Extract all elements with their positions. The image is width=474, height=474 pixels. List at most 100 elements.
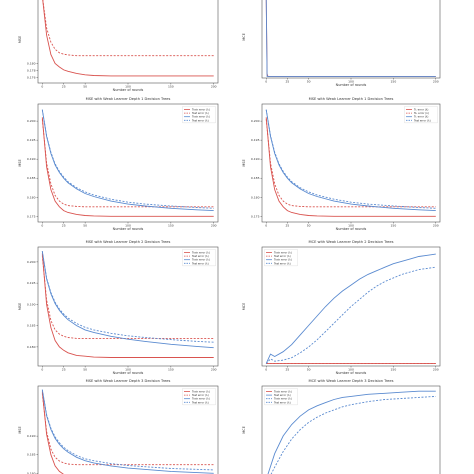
legend-entry: Tr. error (λ) bbox=[414, 108, 428, 112]
y-tick-label: 0.176 bbox=[27, 76, 36, 80]
series-line-2 bbox=[41, 255, 214, 339]
series-line-4 bbox=[41, 109, 214, 209]
x-axis-label: Number of rounds bbox=[113, 88, 144, 92]
x-tick-label: 50 bbox=[307, 80, 311, 84]
x-tick-label: 0 bbox=[41, 224, 43, 228]
y-tick-label: 0.178 bbox=[27, 69, 36, 73]
series-line-4 bbox=[265, 266, 436, 364]
chart-panel-2: Number of rounds MCE 0 25 50 100 150 200 bbox=[242, 0, 441, 87]
chart-panel-7: MSE with Weak Learner Depth 3 Decision T… bbox=[18, 379, 219, 474]
y-axis-label: MSE bbox=[18, 159, 22, 166]
y-tick-label: 0.180 bbox=[27, 61, 36, 65]
x-tick-label: 25 bbox=[286, 224, 290, 228]
x-tick-label: 50 bbox=[307, 368, 311, 372]
legend-entry: Train error (λ) bbox=[192, 251, 210, 255]
legend-entry: Test error (λ) bbox=[192, 111, 209, 115]
legend-entry: Train error (λ) bbox=[192, 115, 210, 119]
x-axis-label: Number of rounds bbox=[336, 83, 367, 87]
x-tick-label: 200 bbox=[433, 368, 439, 372]
plot-frame bbox=[37, 385, 219, 474]
x-tick-label: 200 bbox=[211, 85, 217, 89]
chart-panel-8: MCE with Weak Learner Depth 3 Decision T… bbox=[242, 379, 441, 474]
legend-entry: Test error (λ) bbox=[274, 261, 291, 265]
x-axis-label: Number of rounds bbox=[113, 371, 144, 375]
series-line-2 bbox=[267, 390, 436, 474]
x-tick-label: 0 bbox=[265, 224, 267, 228]
y-axis-label: MSE bbox=[242, 159, 246, 166]
y-axis-label: MCE bbox=[242, 426, 246, 433]
legend-entry: Train error (λ) bbox=[192, 397, 210, 401]
series-line-3 bbox=[265, 253, 436, 364]
legend-entry: Ts. error (λ) bbox=[414, 111, 429, 115]
x-tick-label: 200 bbox=[433, 80, 439, 84]
y-tick-label: 0.190 bbox=[27, 302, 36, 306]
y-tick-label: 0.180 bbox=[27, 195, 36, 199]
legend-box bbox=[264, 249, 298, 267]
chart-panel-5: MSE with Weak Learner Depth 2 Decision T… bbox=[18, 240, 219, 375]
y-axis-label: MSE bbox=[18, 303, 22, 310]
legend-entry: Train error (λ) bbox=[192, 258, 210, 262]
chart-title: MCE with Weak Learner Depth 2 Decision T… bbox=[309, 240, 394, 244]
legend-entry: Test error (λ) bbox=[274, 400, 291, 404]
y-tick-label: 0.185 bbox=[251, 176, 260, 180]
chart-panel-4: MSE with Weak Learner Depth 1 Decision T… bbox=[242, 97, 441, 231]
series-line-2 bbox=[41, 393, 214, 466]
series-line-1 bbox=[42, 0, 214, 77]
x-tick-label: 50 bbox=[83, 85, 87, 89]
x-tick-label: 50 bbox=[83, 368, 87, 372]
x-tick-label: 100 bbox=[348, 368, 354, 372]
x-tick-label: 150 bbox=[391, 368, 397, 372]
x-tick-label: 200 bbox=[211, 224, 217, 228]
chart-panel-6: MCE with Weak Learner Depth 2 Decision T… bbox=[242, 240, 441, 375]
x-tick-label: 200 bbox=[211, 368, 217, 372]
x-tick-label: 150 bbox=[391, 80, 397, 84]
y-tick-label: 0.185 bbox=[27, 453, 36, 457]
x-tick-label: 100 bbox=[348, 80, 354, 84]
y-tick-label: 0.195 bbox=[27, 138, 36, 142]
legend-entry: Test error (λ) bbox=[192, 261, 209, 265]
series-line-2 bbox=[265, 0, 436, 77]
x-tick-label: 0 bbox=[41, 368, 43, 372]
x-axis-label: Number of rounds bbox=[336, 371, 367, 375]
series-line-4 bbox=[265, 109, 436, 209]
series-line-1 bbox=[265, 0, 436, 77]
x-tick-label: 25 bbox=[286, 368, 290, 372]
chart-panel-3: MSE with Weak Learner Depth 1 Decision T… bbox=[18, 97, 219, 231]
x-tick-label: 50 bbox=[83, 224, 87, 228]
series-line-1 bbox=[41, 391, 64, 474]
y-tick-label: 0.185 bbox=[27, 324, 36, 328]
series-line-3 bbox=[41, 251, 214, 349]
x-tick-label: 0 bbox=[265, 368, 267, 372]
y-tick-label: 0.190 bbox=[27, 157, 36, 161]
x-tick-label: 100 bbox=[125, 368, 131, 372]
x-tick-label: 0 bbox=[265, 80, 267, 84]
series-line-2 bbox=[42, 0, 214, 57]
x-tick-label: 25 bbox=[286, 80, 290, 84]
y-tick-label: 0.195 bbox=[251, 138, 260, 142]
legend-box bbox=[404, 106, 438, 124]
y-tick-label: 0.175 bbox=[251, 214, 260, 218]
legend-box bbox=[182, 106, 216, 124]
series-line-3 bbox=[270, 395, 436, 474]
legend-entry: Train error (λ) bbox=[192, 108, 210, 112]
series-line-3 bbox=[41, 109, 214, 212]
chart-title: MSE with Weak Learner Depth 2 Decision T… bbox=[86, 240, 171, 244]
y-tick-label: 0.180 bbox=[27, 471, 36, 474]
y-tick-label: 0.200 bbox=[27, 260, 36, 264]
legend-entry: Test error (λ) bbox=[192, 400, 209, 404]
legend-entry: Train error (λ) bbox=[274, 390, 292, 394]
y-axis-label: MCE bbox=[242, 303, 246, 310]
legend-entry: Train error (λ) bbox=[274, 258, 292, 262]
x-tick-label: 100 bbox=[348, 224, 354, 228]
y-axis-label: MCE bbox=[242, 33, 246, 40]
x-axis-label: Number of rounds bbox=[113, 227, 144, 231]
x-tick-label: 25 bbox=[62, 85, 66, 89]
x-tick-label: 25 bbox=[62, 224, 66, 228]
x-tick-label: 100 bbox=[125, 85, 131, 89]
legend-entry: Test error (λ) bbox=[192, 254, 209, 258]
chart-title: MSE with Weak Learner Depth 1 Decision T… bbox=[86, 97, 171, 101]
plot-frame bbox=[261, 385, 441, 474]
chart-title: MCE with Weak Learner Depth 3 Decision T… bbox=[309, 379, 394, 383]
y-tick-label: 0.190 bbox=[27, 434, 36, 438]
legend-box bbox=[182, 249, 216, 267]
